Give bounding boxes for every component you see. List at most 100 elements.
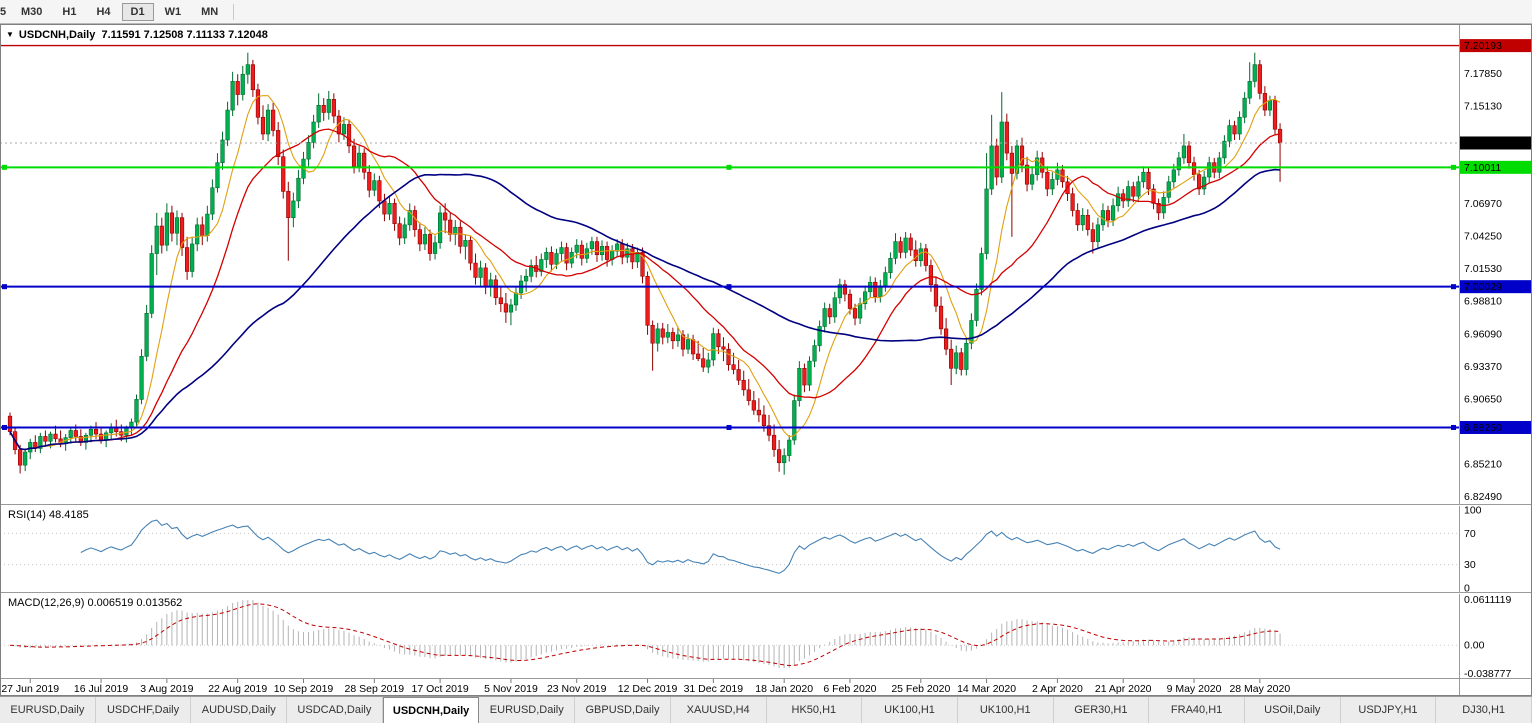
timeframe-toolbar: 5 M30 H1 H4 D1 W1 MN xyxy=(0,0,1532,24)
chart-tab-eurusd-daily[interactable]: EURUSD,Daily xyxy=(0,697,96,723)
current-price-badge xyxy=(1460,136,1531,150)
price-axis-label: 7.04250 xyxy=(1464,231,1502,243)
timeframe-button-clipped[interactable]: 5 xyxy=(0,5,7,18)
chart-title: ▼ USDCNH,Daily 7.11591 7.12508 7.11133 7.… xyxy=(6,29,268,41)
price-axis-label: 7.17850 xyxy=(1464,68,1502,80)
date-axis-label: 17 Oct 2019 xyxy=(411,683,468,695)
hline-handle[interactable] xyxy=(726,284,732,290)
chart-tab-usdchf-daily[interactable]: USDCHF,Daily xyxy=(96,697,192,723)
chart-tab-uk100-h1[interactable]: UK100,H1 xyxy=(958,697,1054,723)
rsi-line xyxy=(80,519,1281,574)
macd-signal-line xyxy=(9,603,1281,667)
chart-background xyxy=(0,24,1532,696)
chart-tab-usdcnh-daily[interactable]: USDCNH,Daily xyxy=(382,697,480,723)
hline-handle[interactable] xyxy=(2,424,7,430)
macd-axis-label: 0.0611119 xyxy=(1464,594,1511,606)
chart-symbol-label: USDCNH,Daily xyxy=(18,29,96,41)
chart-tab-fra40-h1[interactable]: FRA40,H1 xyxy=(1149,697,1245,723)
rsi-axis-label: 100 xyxy=(1464,505,1482,517)
price-axis-label: 6.93370 xyxy=(1464,361,1502,373)
ma-mid-line xyxy=(9,128,1281,451)
date-axis-label: 25 Feb 2020 xyxy=(891,683,950,695)
price-axis-label: 6.98810 xyxy=(1464,296,1502,308)
macd-axis-label: 0.00 xyxy=(1464,639,1485,651)
timeframe-button-h1[interactable]: H1 xyxy=(62,5,77,18)
timeframe-button-m30[interactable]: M30 xyxy=(21,5,43,18)
chart-tab-dj30-h1[interactable]: DJ30,H1 xyxy=(1436,697,1532,723)
toolbar-separator xyxy=(233,3,235,20)
chart-tab-uk100-h1[interactable]: UK100,H1 xyxy=(862,697,958,723)
macd-indicator-label: MACD(12,26,9) 0.006519 0.013562 xyxy=(8,597,183,609)
date-axis-label: 18 Jan 2020 xyxy=(755,683,813,695)
date-axis-label: 5 Nov 2019 xyxy=(484,683,538,695)
chart-tab-xauusd-h4[interactable]: XAUUSD,H4 xyxy=(671,697,767,723)
date-axis-label: 3 Aug 2019 xyxy=(140,683,193,695)
timeframe-button-w1[interactable]: W1 xyxy=(164,5,182,18)
price-axis-label: 7.06970 xyxy=(1464,198,1502,210)
chart-tab-usoil-daily[interactable]: USOil,Daily xyxy=(1245,697,1341,723)
price-axis-label: 6.85210 xyxy=(1464,458,1502,470)
date-axis-label: 28 Sep 2019 xyxy=(345,683,405,695)
date-axis-label: 10 Sep 2019 xyxy=(274,683,334,695)
price-axis-label: 6.96090 xyxy=(1464,328,1502,340)
chart-tab-usdcad-daily[interactable]: USDCAD,Daily xyxy=(287,697,383,723)
chart-tab-gbpusd-daily[interactable]: GBPUSD,Daily xyxy=(575,697,671,723)
date-axis-label: 21 Apr 2020 xyxy=(1095,683,1152,695)
date-axis-label: 6 Feb 2020 xyxy=(823,683,876,695)
ma-fast-line xyxy=(9,95,1281,451)
date-axis-label: 16 Jul 2019 xyxy=(74,683,128,695)
hline-handle[interactable] xyxy=(1451,284,1456,290)
timeframe-button-h4[interactable]: H4 xyxy=(96,5,111,18)
hline-badge-7-10011-text: 7.10011 xyxy=(1464,162,1501,174)
price-axis-label: 7.01530 xyxy=(1464,263,1502,275)
chart-tab-eurusd-daily[interactable]: EURUSD,Daily xyxy=(479,697,576,723)
macd-axis-label: -0.038777 xyxy=(1464,668,1511,680)
chart-area: 7.17850 7.15130 7.06970 7.04250 7.01530 6.988… xyxy=(0,24,1532,696)
price-axis-label: 6.90650 xyxy=(1464,393,1502,405)
timeframe-button-mn[interactable]: MN xyxy=(201,5,219,18)
date-axis-label: 23 Nov 2019 xyxy=(547,683,607,695)
hline-badge-7-10011 xyxy=(1460,160,1531,174)
date-axis-label: 28 May 2020 xyxy=(1229,683,1290,695)
price-axis-label: 7.15130 xyxy=(1464,101,1502,113)
timeframe-button-d1[interactable]: D1 xyxy=(121,2,154,21)
hline-handle[interactable] xyxy=(1451,424,1456,430)
price-axis[interactable] xyxy=(1459,24,1532,696)
chart-ohlc-values: 7.11591 7.12508 7.11133 7.12048 xyxy=(101,29,268,41)
rsi-axis-label: 70 xyxy=(1464,528,1476,540)
date-axis-label: 27 Jun 2019 xyxy=(1,683,59,695)
hline-badge-6-88250-text: 6.88250 xyxy=(1464,422,1502,434)
date-axis-label: 14 Mar 2020 xyxy=(957,683,1016,695)
hline-handle[interactable] xyxy=(1451,164,1456,170)
date-axis-label: 22 Aug 2019 xyxy=(208,683,267,695)
current-price-badge-text: 7.12048 xyxy=(1464,137,1502,149)
rsi-axis-label: 30 xyxy=(1464,559,1476,571)
hline-handle[interactable] xyxy=(726,424,732,430)
ma-slow-line xyxy=(9,168,1281,451)
rsi-indicator-label: RSI(14) 48.4185 xyxy=(8,509,89,521)
date-axis-label: 9 May 2020 xyxy=(1167,683,1222,695)
chart-tabs-bar: EURUSD,Daily USDCHF,Daily AUDUSD,Daily USDC… xyxy=(0,696,1532,723)
hline-badge-7-00029-text: 7.00029 xyxy=(1464,281,1502,293)
chart-tab-audusd-daily[interactable]: AUDUSD,Daily xyxy=(191,697,288,723)
hline-handle[interactable] xyxy=(726,164,732,170)
date-axis-label: 31 Dec 2019 xyxy=(684,683,744,695)
hline-badge-6-88250 xyxy=(1460,420,1531,434)
chart-tab-ger30-h1[interactable]: GER30,H1 xyxy=(1054,697,1150,723)
chart-tab-hk50-h1[interactable]: HK50,H1 xyxy=(767,697,863,723)
rsi-current-value: 48.4185 xyxy=(48,509,89,521)
macd-current-values: 0.006519 0.013562 xyxy=(87,597,183,609)
price-chart[interactable]: 7.17850 7.15130 7.06970 7.04250 7.01530 6.988… xyxy=(0,24,1532,696)
price-axis-label: 6.82490 xyxy=(1464,491,1502,503)
hline-badge-7-20193 xyxy=(1460,39,1531,53)
rsi-axis-label: 0 xyxy=(1464,583,1470,595)
hline-handle[interactable] xyxy=(2,164,7,170)
date-axis-label: 2 Apr 2020 xyxy=(1032,683,1083,695)
date-axis-label: 12 Dec 2019 xyxy=(618,683,678,695)
chart-menu-icon[interactable]: ▼ xyxy=(6,30,14,39)
hline-badge-7-00029 xyxy=(1460,280,1531,294)
hline-badge-7-20193-text: 7.20193 xyxy=(1464,40,1502,52)
chart-tab-usdjpy-h1[interactable]: USDJPY,H1 xyxy=(1341,697,1437,723)
hline-handle[interactable] xyxy=(2,284,7,290)
